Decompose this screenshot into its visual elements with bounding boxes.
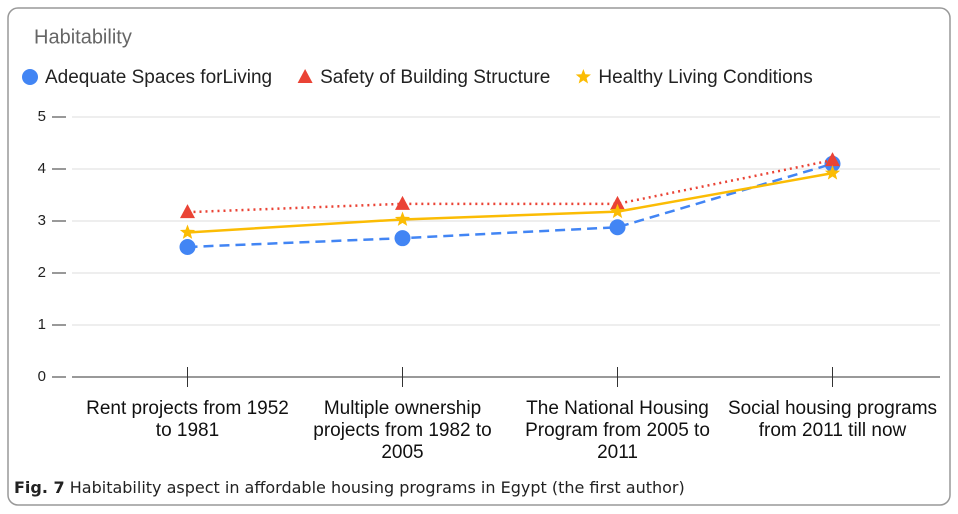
series-line	[187, 162, 833, 249]
x-tick-label: Rent projects from 1952 to 1981	[86, 398, 289, 441]
y-tick-label: 0	[38, 368, 46, 385]
frame	[7, 7, 951, 506]
data-point	[825, 152, 840, 167]
data-point	[179, 239, 196, 255]
y-tick-label: 1	[38, 316, 46, 333]
data-point	[394, 230, 411, 247]
data-point	[395, 195, 410, 210]
data-point	[610, 195, 625, 210]
data-point	[179, 224, 196, 239]
data-point	[609, 219, 626, 236]
legend-label: Adequate Spaces forLiving	[45, 67, 272, 88]
caption-text: Habitability aspect in affordable housin…	[69, 478, 685, 497]
y-tick-label: 3	[38, 212, 46, 229]
x-tick-label: Social housing programs from 2011 till n…	[727, 398, 938, 441]
caption-label: Fig. 7	[14, 478, 65, 497]
x-tick-label: The National Housing Program from 2005 t…	[525, 398, 710, 463]
series-line	[187, 171, 833, 234]
y-tick-label: 5	[38, 108, 46, 125]
data-point	[609, 203, 626, 219]
data-point	[824, 165, 841, 180]
data-point	[180, 204, 195, 219]
legend-marker	[297, 69, 313, 83]
y-tick-label: 2	[38, 264, 46, 281]
legend-marker	[22, 69, 38, 85]
data-point	[394, 211, 411, 226]
series-line	[187, 158, 833, 214]
legend-marker	[575, 69, 591, 84]
x-tick-label: Multiple ownership projects from 1982 to…	[313, 398, 492, 463]
chart-title: Habitability	[34, 26, 132, 48]
y-tick-label: 4	[38, 160, 46, 177]
legend-label: Healthy Living Conditions	[598, 67, 812, 88]
legend-label: Safety of Building Structure	[320, 67, 550, 88]
caption: Fig. 7 Habitability aspect in affordable…	[14, 478, 685, 497]
